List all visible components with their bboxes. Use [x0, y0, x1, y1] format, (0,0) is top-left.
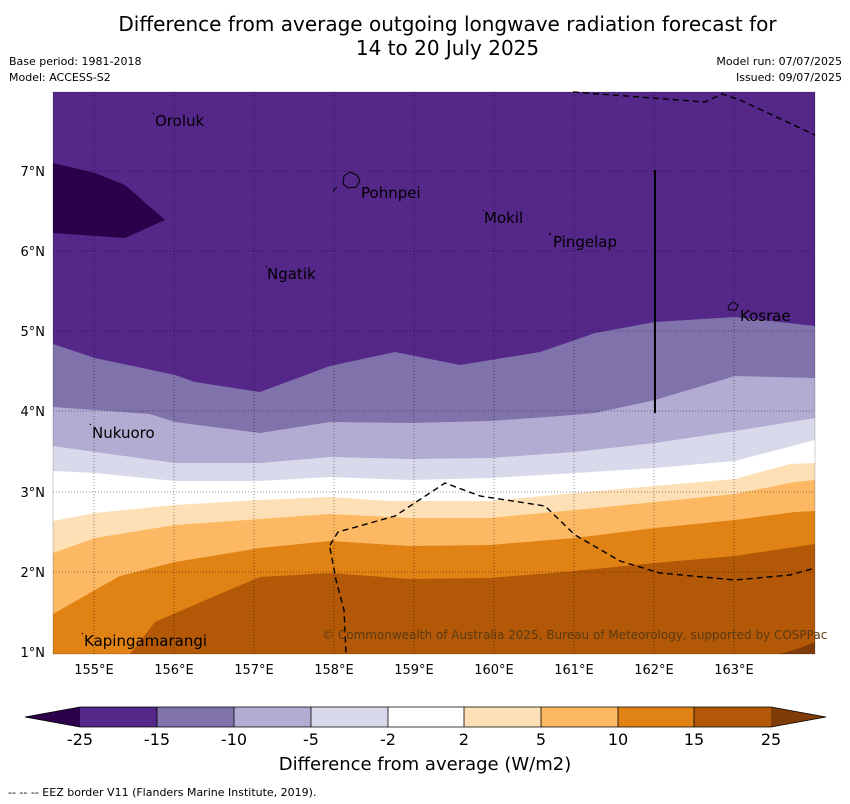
- lat-tick: 2°N: [21, 566, 46, 581]
- islands: [81, 112, 739, 635]
- lat-tick: 7°N: [21, 165, 46, 180]
- label-pingelap: Pingelap: [553, 233, 617, 251]
- colorbar-tick: -15: [144, 730, 170, 749]
- colorbar-tick: 15: [684, 730, 704, 749]
- colorbar-swatch: [157, 707, 234, 727]
- band-plus15-plus25: [53, 544, 815, 654]
- map-frame: [52, 91, 816, 655]
- colorbar-swatch: [541, 707, 618, 727]
- title-line-1: Difference from average outgoing longwav…: [118, 12, 777, 36]
- kosrae-island: [727, 301, 739, 311]
- colorbar-swatch: [311, 707, 388, 727]
- colorbar-swatch: [694, 707, 771, 727]
- label-oroluk: Oroluk: [155, 112, 204, 130]
- lat-tick: 6°N: [21, 245, 46, 260]
- model-name: Model: ACCESS-S2: [9, 71, 111, 84]
- colorbar-tick: -5: [303, 730, 319, 749]
- lat-tick: 3°N: [21, 486, 46, 501]
- anomaly-fill: [53, 92, 815, 654]
- title-line-2: 14 to 20 July 2025: [355, 36, 540, 60]
- colorbar-outline: [24, 706, 827, 728]
- label-kosrae: Kosrae: [740, 307, 791, 325]
- lon-tick-labels: 155°E 156°E 157°E 158°E 159°E 160°E 161°…: [74, 663, 754, 678]
- colorbar-label: Difference from average (W/m2): [278, 754, 572, 775]
- lon-tick: 155°E: [74, 663, 114, 678]
- lon-tick: 161°E: [554, 663, 594, 678]
- base-period: Base period: 1981-2018: [9, 55, 142, 68]
- label-mokil: Mokil: [484, 209, 523, 227]
- lon-tick: 160°E: [474, 663, 514, 678]
- lon-tick: 162°E: [634, 663, 674, 678]
- colorbar-tick: 25: [761, 730, 781, 749]
- lon-tick: 156°E: [154, 663, 194, 678]
- lat-tick: 4°N: [21, 405, 46, 420]
- eez-border: [329, 91, 816, 655]
- colorbar-swatch: [388, 707, 464, 727]
- model-run: Model run: 07/07/2025: [716, 55, 842, 68]
- colorbar-tick: -10: [221, 730, 247, 749]
- colorbar-swatch: [80, 707, 157, 727]
- lat-tick: 1°N: [21, 646, 46, 661]
- colorbar-tick: -2: [380, 730, 396, 749]
- copyright-notice: © Commonwealth of Australia 2025, Bureau…: [322, 628, 828, 642]
- colorbar-swatch: [618, 707, 694, 727]
- eez-note: -- -- -- EEZ border V11 (Flanders Marine…: [8, 786, 317, 799]
- band-gt-plus25: [780, 642, 815, 654]
- lon-tick: 158°E: [314, 663, 354, 678]
- label-kapingamarangi: Kapingamarangi: [84, 632, 207, 650]
- colorbar: [24, 706, 827, 728]
- colorbar-min-extend: [25, 707, 80, 727]
- colorbar-swatch: [464, 707, 541, 727]
- label-nukuoro: Nukuoro: [92, 424, 155, 442]
- colorbar-tick: 2: [459, 730, 469, 749]
- band-lt-minus25: [53, 163, 165, 238]
- colorbar-ticks: -25 -15 -10 -5 -2 2 5 10 15 25: [67, 730, 781, 749]
- colorbar-tick: 10: [608, 730, 628, 749]
- colorbar-swatch: [234, 707, 311, 727]
- pohnpei-island: [342, 171, 361, 189]
- place-labels: Oroluk Pohnpei Mokil Pingelap Ngatik Kos…: [84, 112, 791, 650]
- issued-date: Issued: 09/07/2025: [735, 71, 842, 84]
- lon-tick: 163°E: [714, 663, 754, 678]
- graticule: [53, 92, 815, 654]
- lon-tick: 159°E: [394, 663, 434, 678]
- colorbar-tick: 5: [536, 730, 546, 749]
- colorbar-tick: -25: [67, 730, 93, 749]
- label-ngatik: Ngatik: [267, 265, 316, 283]
- lon-tick: 157°E: [234, 663, 274, 678]
- label-pohnpei: Pohnpei: [361, 184, 421, 202]
- lat-tick-labels: 7°N 6°N 5°N 4°N 3°N 2°N 1°N: [21, 165, 46, 661]
- lat-tick: 5°N: [21, 325, 46, 340]
- colorbar-max-extend: [771, 707, 826, 727]
- chart-title: Difference from average outgoing longwav…: [0, 12, 850, 60]
